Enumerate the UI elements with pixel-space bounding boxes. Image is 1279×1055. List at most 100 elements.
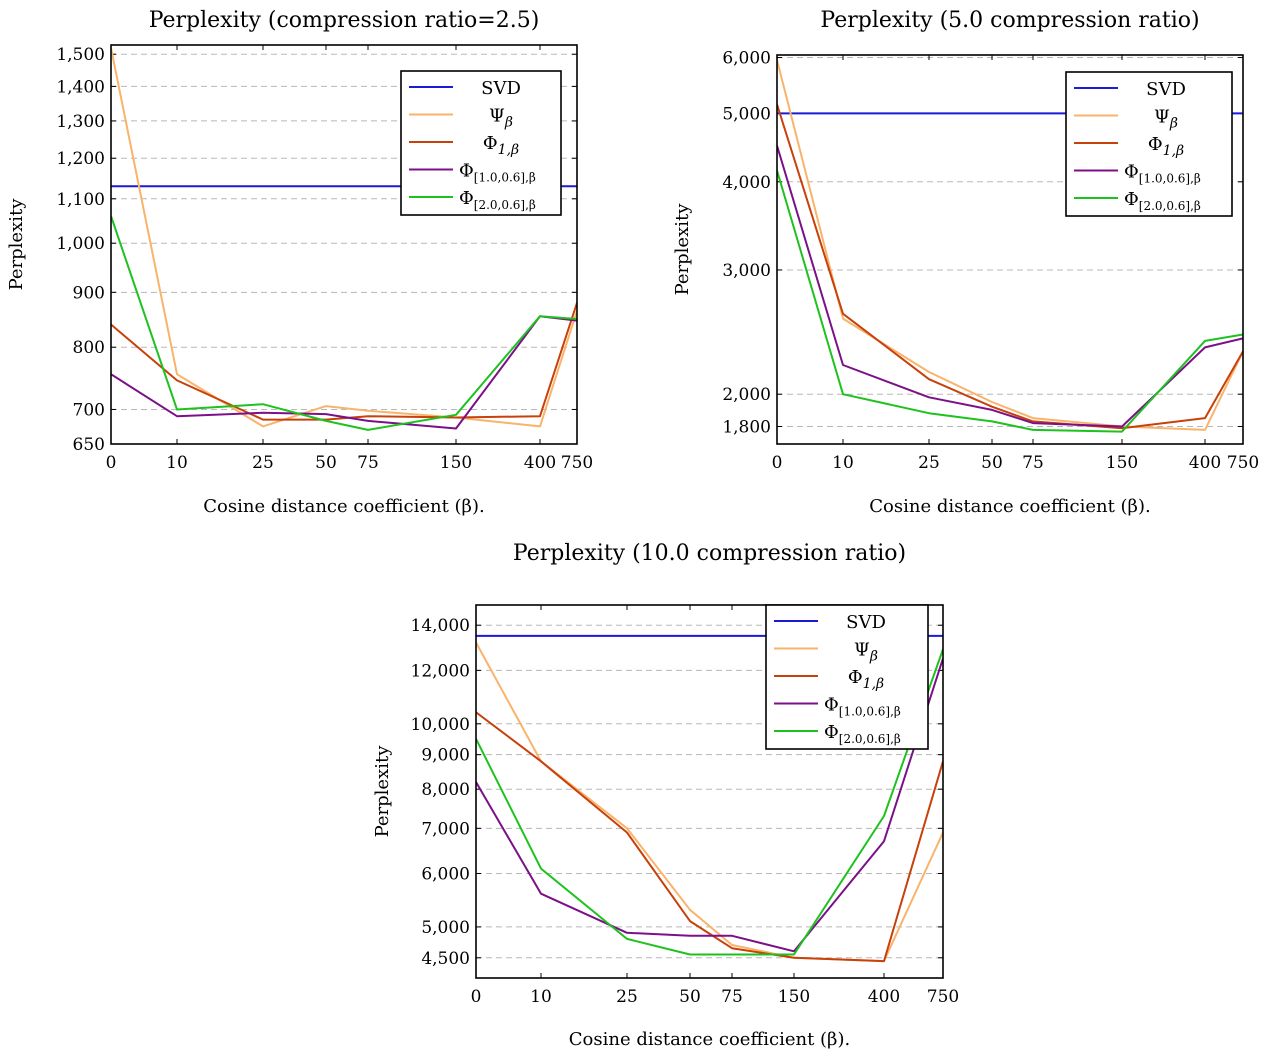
series-line-2: [777, 59, 1243, 431]
x-tick-label: 750: [1227, 453, 1259, 473]
x-tick-label: 150: [778, 987, 810, 1007]
plot-frame: [110, 44, 578, 445]
y-axis-label: Perplexity: [6, 198, 27, 291]
legend-label-main: Φ: [848, 667, 863, 688]
legend-label-4: Φ[1.0,0.6],β: [824, 695, 901, 719]
series-line-3: [476, 711, 943, 963]
legend-label-subscript: [1.0,0.6],β: [1139, 172, 1201, 186]
legend-label-main: Ψ: [854, 640, 870, 661]
x-tick-label: 75: [1022, 453, 1044, 473]
y-tick-label: 900: [73, 283, 105, 303]
y-tick-label: 1,100: [56, 190, 105, 210]
y-tick-label: 14,000: [411, 616, 470, 636]
x-axis-label: Cosine distance coefficient (β).: [569, 1029, 850, 1050]
legend-label-main: Φ: [1124, 162, 1139, 183]
legend-label-1: SVD: [1146, 79, 1186, 100]
x-tick-label: 750: [561, 453, 593, 473]
legend-label-main: SVD: [481, 78, 521, 99]
legend-label-subscript: [2.0,0.6],β: [474, 198, 536, 212]
legend-label-subscript: [2.0,0.6],β: [839, 732, 901, 746]
plot-frame: [776, 54, 1244, 445]
legend-label-subscript: 1,β: [1163, 143, 1184, 159]
legend-label-subscript: [2.0,0.6],β: [1139, 199, 1201, 213]
legend-label-main: Ψ: [489, 106, 505, 127]
x-tick-label: 750: [927, 987, 959, 1007]
legend-label-main: Φ: [824, 695, 839, 716]
x-tick-label: 50: [315, 453, 337, 473]
series-group: [476, 634, 943, 963]
y-tick-label: 8,000: [421, 780, 470, 800]
legend-label-subscript: β: [1169, 116, 1178, 132]
x-tick-label: 25: [616, 987, 638, 1007]
x-axis-label: Cosine distance coefficient (β).: [869, 496, 1150, 517]
x-tick-label: 25: [918, 453, 940, 473]
x-tick-label: 0: [471, 987, 482, 1007]
legend-label-1: SVD: [846, 612, 886, 633]
legend-label-2: Ψβ: [1154, 107, 1178, 132]
y-tick-label: 6,000: [421, 864, 470, 884]
y-axis-label: Perplexity: [672, 203, 693, 296]
legend-label-main: Φ: [459, 161, 474, 182]
x-tick-label: 10: [832, 453, 854, 473]
x-tick-label: 0: [772, 453, 783, 473]
y-tick-label: 6,000: [722, 49, 771, 69]
y-tick-label: 1,300: [56, 112, 105, 132]
legend-label-3: Φ1,β: [848, 667, 884, 692]
series-line-2: [111, 47, 577, 428]
x-tick-label: 400: [1189, 453, 1221, 473]
y-tick-label: 1,200: [56, 149, 105, 169]
y-tick-label: 2,000: [722, 385, 771, 405]
legend-label-5: Φ[2.0,0.6],β: [1124, 189, 1201, 213]
legend-label-main: Φ: [459, 188, 474, 209]
y-tick-label: 5,000: [722, 104, 771, 124]
y-tick-label: 5,000: [421, 918, 470, 938]
legend-label-subscript: [1.0,0.6],β: [839, 705, 901, 719]
series-line-5: [476, 648, 943, 956]
legend-label-1: SVD: [481, 78, 521, 99]
legend-label-main: SVD: [846, 612, 886, 633]
x-tick-label: 75: [721, 987, 743, 1007]
y-tick-label: 1,000: [56, 234, 105, 254]
y-tick-label: 1,800: [722, 417, 771, 437]
x-tick-label: 400: [868, 987, 900, 1007]
series-line-5: [777, 170, 1243, 433]
x-axis-label: Cosine distance coefficient (β).: [203, 496, 484, 517]
legend-label-3: Φ1,β: [1148, 134, 1184, 159]
series-line-4: [111, 315, 577, 430]
legend-label-main: Φ: [824, 722, 839, 743]
x-tick-label: 10: [166, 453, 188, 473]
y-tick-label: 12,000: [411, 661, 470, 681]
series-line-3: [777, 104, 1243, 430]
x-tick-label: 50: [981, 453, 1003, 473]
x-tick-label: 400: [524, 453, 556, 473]
x-tick-label: 10: [530, 987, 552, 1007]
legend-label-5: Φ[2.0,0.6],β: [459, 188, 536, 212]
legend-label-subscript: 1,β: [498, 142, 519, 158]
x-tick-label: 75: [357, 453, 379, 473]
chart-title: Perplexity (compression ratio=2.5): [149, 8, 540, 33]
chart-3: Perplexity (10.0 compression ratio) 4,500…: [372, 541, 959, 1050]
y-tick-label: 3,000: [722, 261, 771, 281]
legend-label-subscript: [1.0,0.6],β: [474, 171, 536, 185]
legend-label-2: Ψβ: [854, 640, 878, 665]
plot-frame: [475, 604, 944, 979]
legend-label-2: Ψβ: [489, 106, 513, 131]
y-tick-label: 4,500: [421, 949, 470, 969]
legend-label-4: Φ[1.0,0.6],β: [1124, 162, 1201, 186]
legend-label-subscript: β: [504, 115, 513, 131]
x-tick-label: 150: [440, 453, 472, 473]
legend-label-main: Φ: [483, 133, 498, 154]
legend-label-4: Φ[1.0,0.6],β: [459, 161, 536, 185]
y-tick-label: 1,400: [56, 77, 105, 97]
x-tick-label: 0: [106, 453, 117, 473]
y-tick-label: 650: [73, 435, 105, 455]
y-tick-label: 10,000: [411, 715, 470, 735]
y-axis-label: Perplexity: [372, 745, 393, 838]
series-line-4: [777, 145, 1243, 428]
y-tick-label: 700: [73, 400, 105, 420]
